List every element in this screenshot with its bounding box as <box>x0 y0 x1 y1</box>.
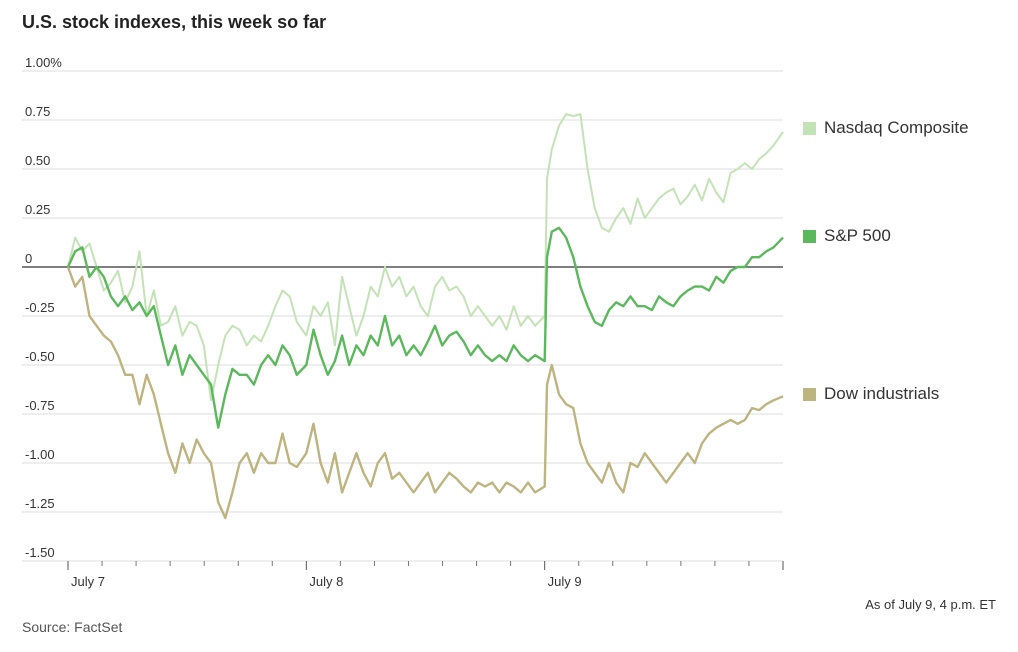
series-layer <box>66 113 784 520</box>
y-tick-label: 0.25 <box>25 202 50 217</box>
source-note: Source: FactSet <box>22 619 123 635</box>
y-tick-label: 1.00% <box>25 55 62 70</box>
grid-layer: 1.00% 0.75 0.50 0.25 0 -0.25 -0.50 -0.75 -1.00 -1… <box>22 55 783 562</box>
x-tick-label: July 7 <box>71 574 105 589</box>
legend-swatch-nasdaq <box>803 121 816 135</box>
x-axis: July 7 July 8 July 9 <box>67 561 784 589</box>
y-tick-label: 0 <box>25 251 32 266</box>
y-tick-label: 0.50 <box>25 153 50 168</box>
legend-label-sp500: S&P 500 <box>824 226 891 245</box>
y-tick-label: -1.50 <box>25 545 55 560</box>
timestamp-note: As of July 9, 4 p.m. ET <box>865 597 996 612</box>
legend-swatch-dow <box>803 387 816 401</box>
y-tick-label: -0.25 <box>25 300 55 315</box>
y-tick-label: -1.00 <box>25 447 55 462</box>
legend-dow: Dow industrials <box>803 384 939 404</box>
x-tick-label: July 8 <box>309 574 343 589</box>
series-line-nasdaq-composite <box>67 113 784 402</box>
y-tick-label: 0.75 <box>25 104 50 119</box>
legend-swatch-sp500 <box>803 229 816 243</box>
series-line-s-p-500 <box>66 226 784 429</box>
chart-title: U.S. stock indexes, this week so far <box>22 12 327 32</box>
series-line-dow-industrials <box>66 266 784 520</box>
legend-nasdaq: Nasdaq Composite <box>803 118 969 138</box>
legend-label-dow: Dow industrials <box>824 384 940 403</box>
y-tick-label: -1.25 <box>25 496 55 511</box>
x-tick-label: July 9 <box>548 574 582 589</box>
legend-sp500: S&P 500 <box>803 226 891 246</box>
y-tick-label: -0.50 <box>25 349 55 364</box>
legend-label-nasdaq: Nasdaq Composite <box>824 118 969 137</box>
y-tick-label: -0.75 <box>25 398 55 413</box>
